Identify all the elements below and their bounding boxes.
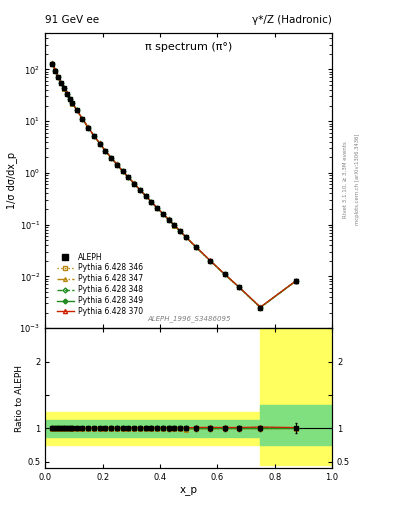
Y-axis label: Ratio to ALEPH: Ratio to ALEPH: [15, 365, 24, 432]
Text: γ*/Z (Hadronic): γ*/Z (Hadronic): [252, 14, 332, 25]
Text: Rivet 3.1.10, ≥ 3.3M events: Rivet 3.1.10, ≥ 3.3M events: [343, 141, 347, 218]
Text: mcplots.cern.ch [arXiv:1306.3436]: mcplots.cern.ch [arXiv:1306.3436]: [355, 134, 360, 225]
Text: π spectrum (π°): π spectrum (π°): [145, 42, 232, 52]
Text: ALEPH_1996_S3486095: ALEPH_1996_S3486095: [147, 315, 230, 322]
X-axis label: x_p: x_p: [180, 485, 198, 495]
Legend: ALEPH, Pythia 6.428 346, Pythia 6.428 347, Pythia 6.428 348, Pythia 6.428 349, P: ALEPH, Pythia 6.428 346, Pythia 6.428 34…: [55, 250, 145, 318]
Text: 91 GeV ee: 91 GeV ee: [45, 14, 99, 25]
Y-axis label: 1/σ dσ/dx_p: 1/σ dσ/dx_p: [6, 152, 17, 209]
